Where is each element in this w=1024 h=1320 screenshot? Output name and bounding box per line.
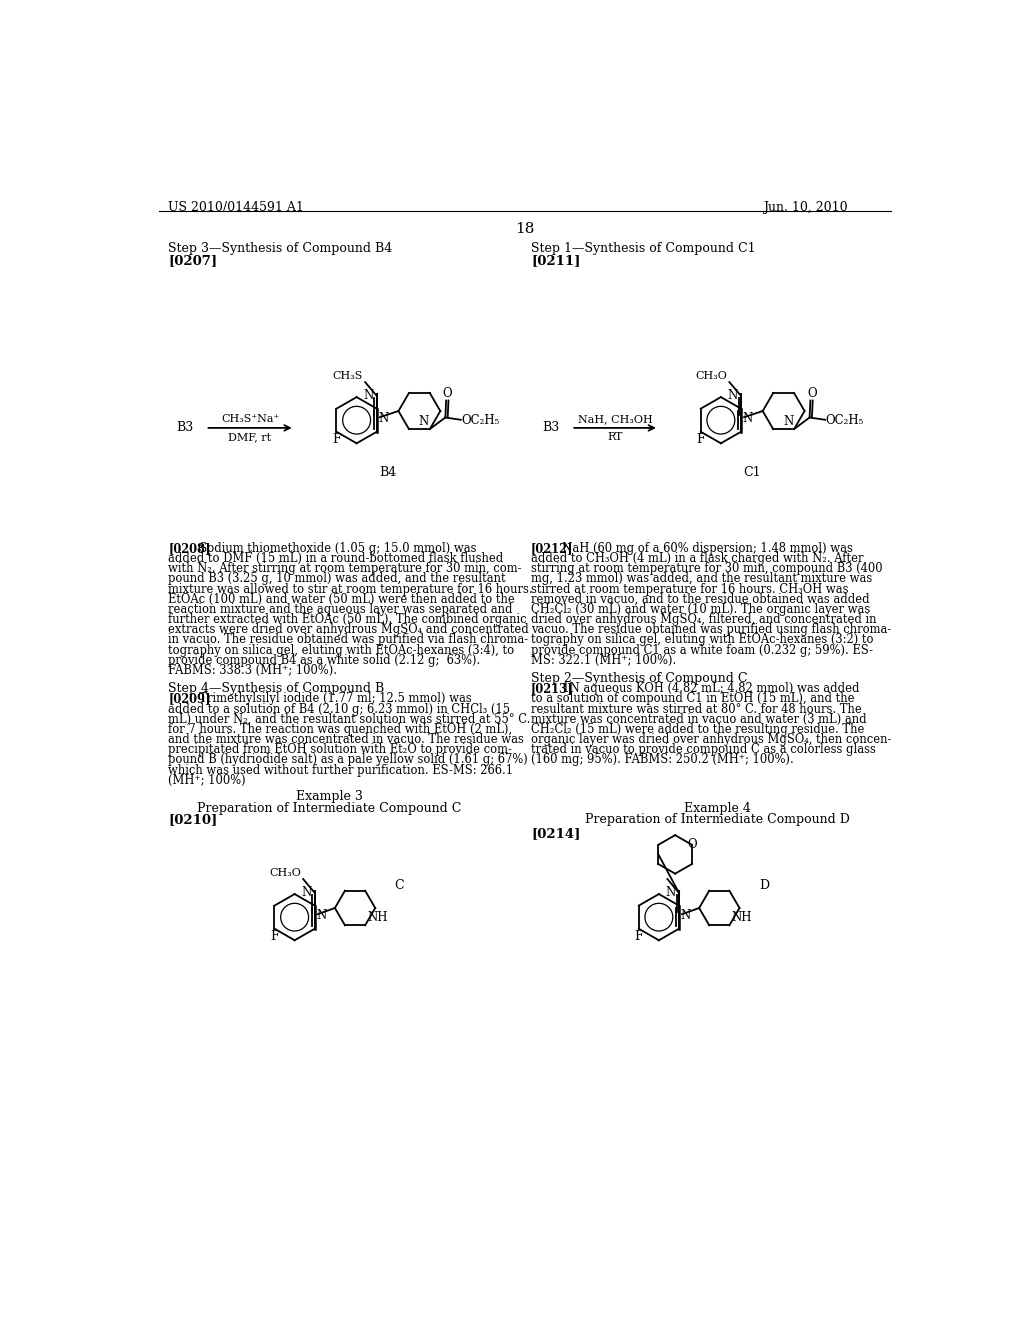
Text: B4: B4 <box>379 466 396 479</box>
Text: N: N <box>364 389 374 403</box>
Text: N: N <box>301 886 311 899</box>
Text: N: N <box>728 389 738 403</box>
Text: added to CH₃OH (4 mL) in a flask charged with N₂. After: added to CH₃OH (4 mL) in a flask charged… <box>531 552 863 565</box>
Text: CH₃O: CH₃O <box>269 867 301 878</box>
Text: NaH, CH₃OH: NaH, CH₃OH <box>578 414 652 424</box>
Text: reaction mixture and the aqueous layer was separated and: reaction mixture and the aqueous layer w… <box>168 603 513 616</box>
Text: resultant mixture was stirred at 80° C. for 48 hours. The: resultant mixture was stirred at 80° C. … <box>531 702 862 715</box>
Text: (160 mg; 95%). FABMS: 250.2 (MH⁺; 100%).: (160 mg; 95%). FABMS: 250.2 (MH⁺; 100%). <box>531 754 794 767</box>
Text: FABMS: 338.3 (MH⁺; 100%).: FABMS: 338.3 (MH⁺; 100%). <box>168 664 337 677</box>
Text: N: N <box>681 909 691 923</box>
Text: CH₃S: CH₃S <box>333 371 362 380</box>
Text: F: F <box>270 929 279 942</box>
Text: provide compound C1 as a white foam (0.232 g; 59%). ES-: provide compound C1 as a white foam (0.2… <box>531 644 873 656</box>
Text: pound B (hydriodide salt) as a pale yellow solid (1.61 g; 67%): pound B (hydriodide salt) as a pale yell… <box>168 754 528 767</box>
Text: [0211]: [0211] <box>531 253 581 267</box>
Text: further extracted with EtOAc (50 mL). The combined organic: further extracted with EtOAc (50 mL). Th… <box>168 612 527 626</box>
Text: Step 2—Synthesis of Compound C: Step 2—Synthesis of Compound C <box>531 672 748 685</box>
Text: N: N <box>783 416 794 428</box>
Text: CH₃O: CH₃O <box>695 371 727 380</box>
Text: D: D <box>759 879 769 891</box>
Text: mL) under N₂, and the resultant solution was stirred at 55° C.: mL) under N₂, and the resultant solution… <box>168 713 530 726</box>
Text: Sodium thiomethoxide (1.05 g; 15.0 mmol) was: Sodium thiomethoxide (1.05 g; 15.0 mmol)… <box>193 543 477 554</box>
Text: added to DMF (15 mL) in a round-bottomed flask flushed: added to DMF (15 mL) in a round-bottomed… <box>168 552 504 565</box>
Text: vacuo. The residue obtained was purified using flash chroma-: vacuo. The residue obtained was purified… <box>531 623 891 636</box>
Text: OC₂H₅: OC₂H₅ <box>826 414 864 428</box>
Text: F: F <box>696 433 706 446</box>
Text: N: N <box>316 909 327 923</box>
Text: CH₂Cl₂ (15 mL) were added to the resulting residue. The: CH₂Cl₂ (15 mL) were added to the resulti… <box>531 723 864 737</box>
Text: tography on silica gel, eluting with EtOAc-hexanes (3:4), to: tography on silica gel, eluting with EtO… <box>168 644 514 656</box>
Text: CH₃S⁺Na⁺: CH₃S⁺Na⁺ <box>221 414 280 424</box>
Text: CH₂Cl₂ (30 mL) and water (10 mL). The organic layer was: CH₂Cl₂ (30 mL) and water (10 mL). The or… <box>531 603 870 616</box>
Text: Step 3—Synthesis of Compound B4: Step 3—Synthesis of Compound B4 <box>168 242 392 255</box>
Text: (MH⁺; 100%): (MH⁺; 100%) <box>168 774 246 787</box>
Text: [0209]: [0209] <box>168 693 211 705</box>
Text: Preparation of Intermediate Compound D: Preparation of Intermediate Compound D <box>585 813 850 826</box>
Text: provide compound B4 as a white solid (2.12 g;  63%).: provide compound B4 as a white solid (2.… <box>168 653 480 667</box>
Text: EtOAc (100 mL) and water (50 mL) were then added to the: EtOAc (100 mL) and water (50 mL) were th… <box>168 593 515 606</box>
Text: N: N <box>666 886 676 899</box>
Text: NH: NH <box>368 911 388 924</box>
Text: Step 1—Synthesis of Compound C1: Step 1—Synthesis of Compound C1 <box>531 242 756 255</box>
Text: in vacuo. The residue obtained was purified via flash chroma-: in vacuo. The residue obtained was purif… <box>168 634 528 647</box>
Text: DMF, rt: DMF, rt <box>228 432 271 442</box>
Text: tography on silica gel, eluting with EtOAc-hexanes (3:2) to: tography on silica gel, eluting with EtO… <box>531 634 873 647</box>
Text: stirred at room temperature for 16 hours. CH₃OH was: stirred at room temperature for 16 hours… <box>531 582 849 595</box>
Text: precipitated from EtOH solution with Et₂O to provide com-: precipitated from EtOH solution with Et₂… <box>168 743 512 756</box>
Text: Step 4—Synthesis of Compound B: Step 4—Synthesis of Compound B <box>168 681 385 694</box>
Text: for 7 hours. The reaction was quenched with EtOH (2 mL),: for 7 hours. The reaction was quenched w… <box>168 723 512 737</box>
Text: pound B3 (3.25 g, 10 mmol) was added, and the resultant: pound B3 (3.25 g, 10 mmol) was added, an… <box>168 573 506 585</box>
Text: which was used without further purification. ES-MS: 266.1: which was used without further purificat… <box>168 764 513 776</box>
Text: B3: B3 <box>543 421 560 434</box>
Text: and the mixture was concentrated in vacuo. The residue was: and the mixture was concentrated in vacu… <box>168 733 524 746</box>
Text: [0214]: [0214] <box>531 828 581 840</box>
Text: organic layer was dried over anhydrous MgSO₄, then concen-: organic layer was dried over anhydrous M… <box>531 733 891 746</box>
Text: RT: RT <box>607 432 623 442</box>
Text: stirring at room temperature for 30 min, compound B3 (400: stirring at room temperature for 30 min,… <box>531 562 883 576</box>
Text: N: N <box>419 416 429 428</box>
Text: F: F <box>635 929 643 942</box>
Text: N: N <box>378 412 388 425</box>
Text: O: O <box>442 387 453 400</box>
Text: [0207]: [0207] <box>168 253 217 267</box>
Text: dried over anhydrous MgSO₄, filtered, and concentrated in: dried over anhydrous MgSO₄, filtered, an… <box>531 612 877 626</box>
Text: N: N <box>742 412 753 425</box>
Text: Preparation of Intermediate Compound C: Preparation of Intermediate Compound C <box>198 801 462 814</box>
Text: extracts were dried over anhydrous MgSO₄ and concentrated: extracts were dried over anhydrous MgSO₄… <box>168 623 529 636</box>
Text: removed in vacuo, and to the residue obtained was added: removed in vacuo, and to the residue obt… <box>531 593 869 606</box>
Text: NH: NH <box>732 911 753 924</box>
Text: [0213]: [0213] <box>531 682 573 696</box>
Text: C1: C1 <box>743 466 761 479</box>
Text: Example 4: Example 4 <box>684 801 751 814</box>
Text: O: O <box>687 838 696 850</box>
Text: MS: 322.1 (MH⁺; 100%).: MS: 322.1 (MH⁺; 100%). <box>531 653 676 667</box>
Text: trated in vacuo to provide compound C as a colorless glass: trated in vacuo to provide compound C as… <box>531 743 876 756</box>
Text: Example 3: Example 3 <box>296 791 362 803</box>
Text: mg, 1.23 mmol) was added, and the resultant mixture was: mg, 1.23 mmol) was added, and the result… <box>531 573 872 585</box>
Text: OC₂H₅: OC₂H₅ <box>462 414 500 428</box>
Text: NaH (60 mg of a 60% dispersion; 1.48 mmol) was: NaH (60 mg of a 60% dispersion; 1.48 mmo… <box>555 543 853 554</box>
Text: 18: 18 <box>515 222 535 235</box>
Text: [0208]: [0208] <box>168 543 211 554</box>
Text: added to a solution of B4 (2.10 g; 6.23 mmol) in CHCl₃ (15: added to a solution of B4 (2.10 g; 6.23 … <box>168 702 510 715</box>
Text: 1N aqueous KOH (4.82 mL; 4.82 mmol) was added: 1N aqueous KOH (4.82 mL; 4.82 mmol) was … <box>555 682 859 696</box>
Text: mixture was concentrated in vacuo and water (3 mL) and: mixture was concentrated in vacuo and wa… <box>531 713 866 726</box>
Text: with N₂. After stirring at room temperature for 30 min, com-: with N₂. After stirring at room temperat… <box>168 562 522 576</box>
Text: Trimethylsilyl iodide (1.77 ml; 12.5 mmol) was: Trimethylsilyl iodide (1.77 ml; 12.5 mmo… <box>193 693 472 705</box>
Text: US 2010/0144591 A1: US 2010/0144591 A1 <box>168 201 304 214</box>
Text: [0210]: [0210] <box>168 813 217 826</box>
Text: O: O <box>807 387 817 400</box>
Text: C: C <box>394 879 404 891</box>
Text: mixture was allowed to stir at room temperature for 16 hours.: mixture was allowed to stir at room temp… <box>168 582 532 595</box>
Text: F: F <box>332 433 341 446</box>
Text: Jun. 10, 2010: Jun. 10, 2010 <box>764 201 848 214</box>
Text: to a solution of compound C1 in EtOH (15 mL), and the: to a solution of compound C1 in EtOH (15… <box>531 693 854 705</box>
Text: [0212]: [0212] <box>531 543 573 554</box>
Text: B3: B3 <box>176 421 194 434</box>
